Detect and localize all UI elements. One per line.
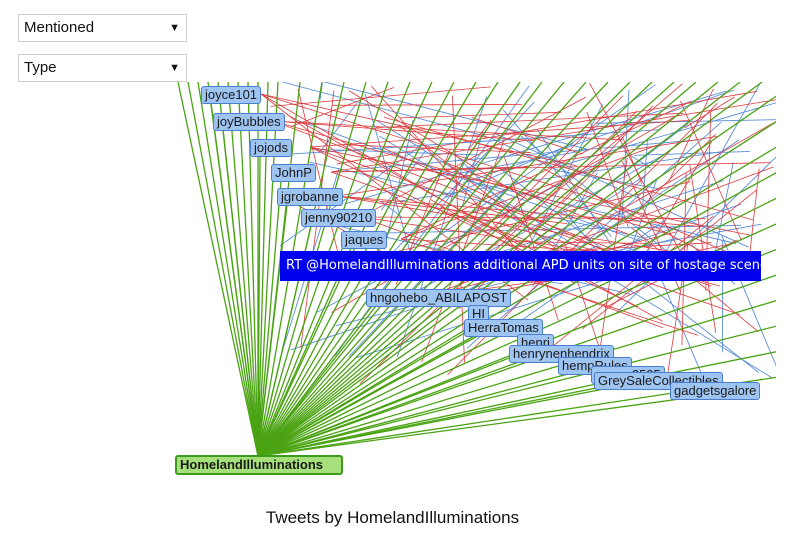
edge-mention [257,350,528,457]
edge-mention [257,335,475,457]
edge-mention [257,121,776,457]
mentioned-dropdown[interactable]: Mentioned ▼ [18,14,187,42]
edge-mention [210,102,259,457]
edge-mention [237,82,259,457]
edge-mention [257,373,569,457]
graph-node[interactable]: HerraTomas [464,319,543,337]
edge-blue [334,85,530,356]
edge-mention [257,146,776,457]
edge-blue [396,96,488,358]
edge-red [291,87,394,127]
edge-red [331,103,523,106]
edge-blue [466,121,722,349]
graph-node[interactable]: jaques [341,231,388,249]
edge-blue [634,150,750,156]
edge-mention [257,321,479,457]
figure-caption: Tweets by HomelandIlluminations [265,508,520,527]
edge-red [474,83,683,262]
edge-red [608,120,776,218]
edge-mention [257,388,605,457]
edge-red [396,181,691,252]
edge-red [452,95,465,363]
edge-red [260,93,526,249]
edge-blue [490,137,561,172]
edge-red [360,96,587,218]
edge-mention [257,274,776,457]
graph-node[interactable]: HI [468,305,489,323]
edge-red [504,157,559,321]
edge-red [272,120,535,142]
hub-node[interactable]: HomelandIlluminations [175,455,343,475]
edge-red [382,147,624,260]
edge-red [582,189,751,263]
mentioned-dropdown-value: Mentioned [24,19,95,36]
chevron-down-icon: ▼ [169,62,180,74]
edge-red [684,96,735,129]
edge-mention [257,361,520,457]
edge-red [336,195,728,262]
edge-red [640,140,713,262]
graph-node[interactable]: jgrobanne [277,188,343,206]
edge-blue [642,140,648,207]
edge-mention [257,204,288,457]
edge-blue [318,103,358,154]
tweet-tooltip: RT @HomelandIlluminations additional APD… [280,251,761,281]
edge-red [400,101,692,240]
edge-red [586,111,629,227]
edge-blue [462,89,735,184]
edge-mention [257,300,776,457]
edge-mention [257,247,352,457]
edge-blue [616,156,776,313]
edge-blue [502,109,612,237]
edge-red [336,195,568,225]
edge-mention [247,82,259,457]
graph-node[interactable]: JohnP [271,164,316,182]
edge-red [309,119,692,148]
graph-node[interactable]: joyBubbles [213,113,285,131]
chevron-down-icon: ▼ [169,22,180,34]
edge-red [260,93,577,167]
edge-blue [319,82,323,100]
edge-mention [257,180,282,457]
edge-mention [222,129,259,457]
edge-blue [281,82,487,138]
edge-red [680,100,742,241]
edge-blue [520,135,666,251]
edge-red [336,195,703,228]
graph-node[interactable]: joyce101 [201,86,262,104]
edge-mention [227,82,259,457]
edge-mention [257,172,776,457]
edge-red [561,165,601,205]
graph-node[interactable]: jenny90210 [301,209,377,227]
edge-red [622,136,643,184]
edge-mention [257,305,377,457]
edge-mention [187,82,259,457]
edge-red [442,161,629,235]
edge-red [400,111,562,119]
graph-node[interactable]: hngohebo_ABILAPOST [366,289,512,307]
graph-node[interactable]: jojods [250,139,292,157]
edge-mention [257,325,776,457]
edge-mention [257,382,602,457]
edge-mention [197,82,259,457]
type-dropdown[interactable]: Type ▼ [18,54,187,82]
edge-blue [446,149,588,177]
edge-blue [466,180,737,244]
edge-blue [279,142,425,247]
edge-red [330,99,776,173]
graph-node[interactable]: gadgetsgalore [670,382,761,400]
edge-red [360,216,706,220]
edge-red [400,144,659,240]
edge-blue [494,132,749,248]
edge-blue [596,119,776,124]
edge-blue [310,148,479,156]
edge-mention [257,155,261,457]
edge-red [543,168,719,261]
edge-mention [257,398,681,457]
edge-red [330,166,529,173]
edge-mention [177,82,259,457]
edge-red [589,82,691,270]
type-dropdown-value: Type [24,59,57,76]
